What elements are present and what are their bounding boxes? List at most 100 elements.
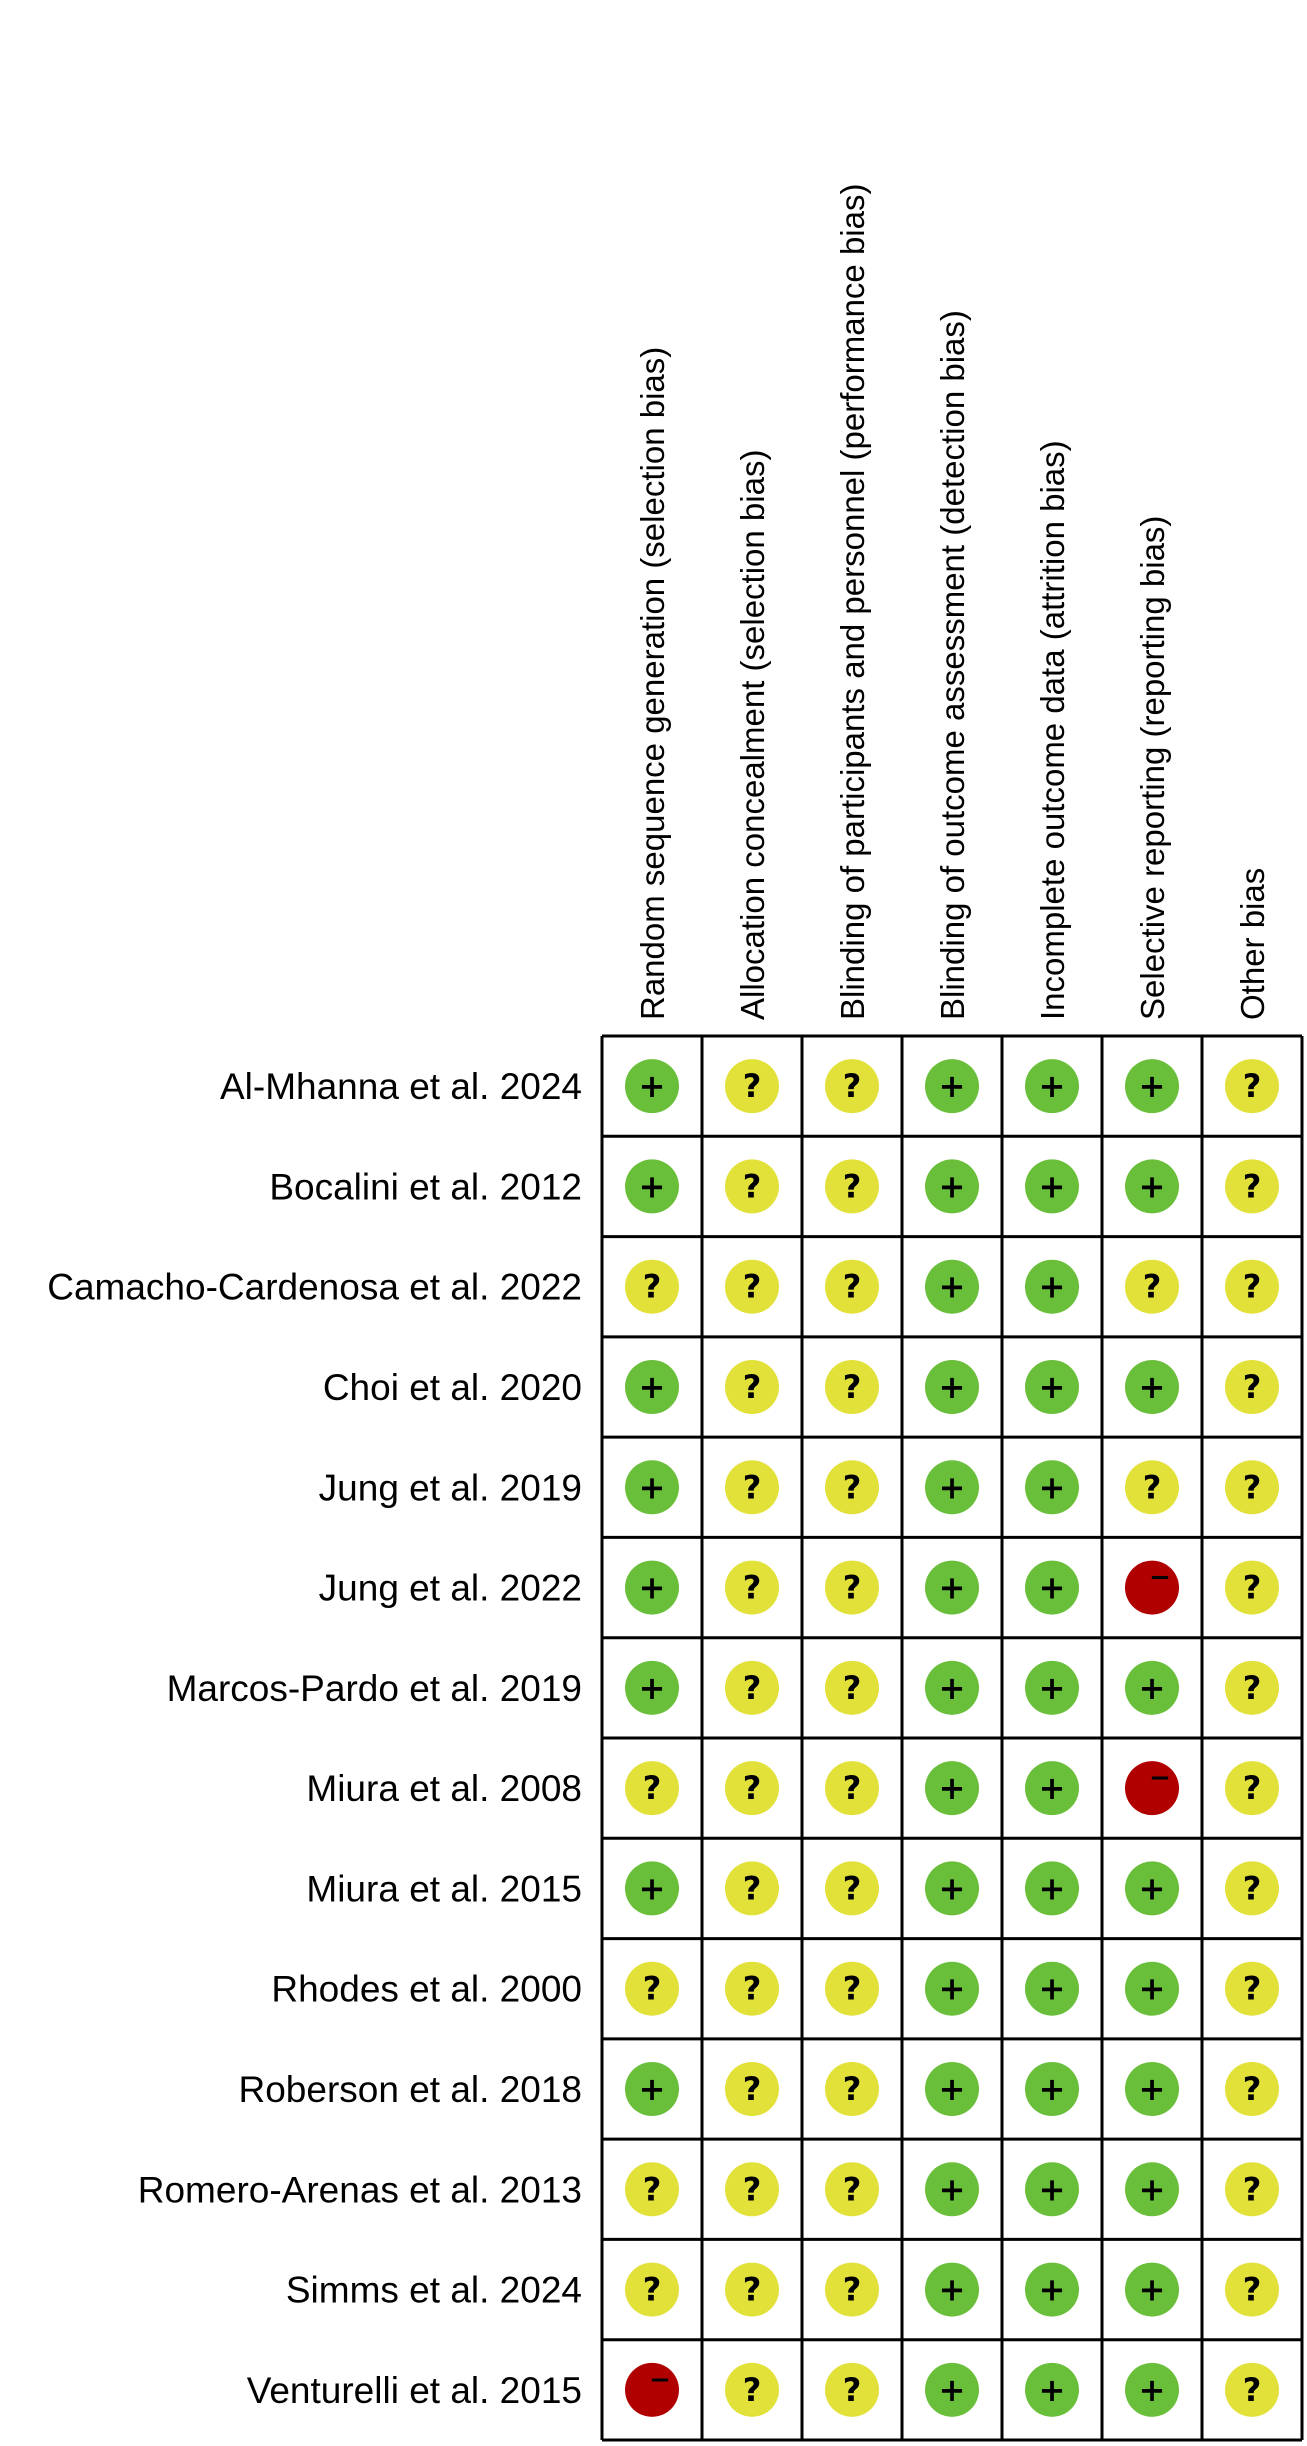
judgement-unclear-circle — [725, 2062, 779, 2116]
judgement-low-circle — [925, 1059, 979, 1114]
cell-simms-et-al-2024-col-2: ? — [725, 2262, 779, 2317]
judgement-low-circle — [925, 1961, 979, 2016]
cell-camacho-cardenosa-et-al-2022-col-5: + — [1025, 1259, 1079, 1314]
judgement-unclear-circle — [1225, 1159, 1279, 1214]
judgement-unclear-circle — [825, 1259, 879, 1314]
row-label-choi-et-al-2020: Choi et al. 2020 — [323, 1367, 582, 1408]
judgement-low-symbol: + — [1039, 1869, 1066, 1907]
cell-simms-et-al-2024-col-7: ? — [1225, 2262, 1279, 2317]
row-label-camacho-cardenosa-et-al-2022: Camacho-Cardenosa et al. 2022 — [47, 1267, 582, 1308]
row-label-jung-et-al-2022: Jung et al. 2022 — [319, 1568, 582, 1609]
cell-marcos-pardo-et-al-2019-col-4: + — [925, 1660, 979, 1715]
cell-jung-et-al-2019-col-2: ? — [725, 1460, 779, 1515]
cell-rhodes-et-al-2000-col-7: ? — [1225, 1961, 1279, 2016]
judgement-unclear-symbol: ? — [1243, 1869, 1262, 1907]
judgement-low-symbol: + — [1139, 1067, 1166, 1105]
judgement-unclear-circle — [1225, 1360, 1279, 1414]
judgement-low-circle — [1125, 1961, 1179, 2016]
cell-camacho-cardenosa-et-al-2022-col-3: ? — [825, 1259, 879, 1314]
cell-romero-arenas-et-al-2013-col-2: ? — [725, 2162, 779, 2217]
judgement-low-symbol: + — [639, 1669, 666, 1707]
judgement-unclear-circle — [1225, 2062, 1279, 2116]
judgement-unclear-symbol: ? — [843, 1067, 862, 1105]
judgement-high-symbol: − — [1149, 1563, 1171, 1593]
cell-venturelli-et-al-2015-col-4: + — [925, 2362, 979, 2417]
cell-romero-arenas-et-al-2013-col-7: ? — [1225, 2162, 1279, 2217]
judgement-unclear-circle — [825, 1159, 879, 1214]
judgement-low-circle — [625, 1360, 679, 1414]
cell-jung-et-al-2019-col-3: ? — [825, 1460, 879, 1515]
judgement-unclear-circle — [725, 1059, 779, 1114]
judgement-unclear-symbol: ? — [843, 1970, 862, 2008]
judgement-low-symbol: + — [939, 1167, 966, 1205]
judgement-low-symbol: + — [939, 2271, 966, 2309]
cell-al-mhanna-et-al-2024-col-4: + — [925, 1059, 979, 1114]
judgement-low-symbol: + — [939, 1368, 966, 1406]
judgement-low-symbol: + — [1039, 1167, 1066, 1205]
cell-romero-arenas-et-al-2013-col-4: + — [925, 2162, 979, 2217]
judgement-low-symbol: + — [1139, 1970, 1166, 2008]
judgement-unclear-circle — [825, 2362, 879, 2417]
judgement-unclear-symbol: ? — [743, 1569, 762, 1607]
judgement-low-circle — [925, 1259, 979, 1314]
cell-miura-et-al-2015-col-4: + — [925, 1861, 979, 1916]
column-label-4: Blinding of outcome assessment (detectio… — [934, 310, 971, 1020]
judgement-unclear-circle — [825, 1660, 879, 1715]
judgement-unclear-circle — [1125, 1259, 1179, 1314]
judgement-unclear-symbol: ? — [743, 1468, 762, 1506]
judgement-unclear-symbol: ? — [1243, 1368, 1262, 1406]
cell-venturelli-et-al-2015-col-3: ? — [825, 2362, 879, 2417]
cell-choi-et-al-2020-col-3: ? — [825, 1360, 879, 1414]
judgement-unclear-circle — [1225, 2362, 1279, 2417]
judgement-low-circle — [625, 1560, 679, 1615]
judgement-unclear-symbol: ? — [1243, 1167, 1262, 1205]
cell-al-mhanna-et-al-2024-col-3: ? — [825, 1059, 879, 1114]
cell-rhodes-et-al-2000-col-5: + — [1025, 1961, 1079, 2016]
judgement-unclear-symbol: ? — [1243, 2170, 1262, 2208]
judgement-unclear-circle — [1225, 2162, 1279, 2217]
cell-simms-et-al-2024-col-1: ? — [625, 2262, 679, 2317]
judgement-unclear-symbol: ? — [843, 1468, 862, 1506]
judgement-low-symbol: + — [1039, 2170, 1066, 2208]
cell-simms-et-al-2024-col-4: + — [925, 2262, 979, 2317]
cell-miura-et-al-2008-col-5: + — [1025, 1761, 1079, 1816]
cell-rhodes-et-al-2000-col-2: ? — [725, 1961, 779, 2016]
judgement-low-circle — [1025, 1460, 1079, 1515]
judgement-unclear-circle — [725, 1761, 779, 1816]
cell-simms-et-al-2024-col-3: ? — [825, 2262, 879, 2317]
judgement-low-symbol: + — [639, 1869, 666, 1907]
judgement-unclear-circle — [725, 1560, 779, 1615]
judgement-low-circle — [1125, 2262, 1179, 2317]
cell-jung-et-al-2022-col-4: + — [925, 1560, 979, 1615]
judgement-low-symbol: + — [1039, 1368, 1066, 1406]
judgement-high-symbol: − — [649, 2365, 671, 2395]
judgement-unclear-symbol: ? — [743, 1268, 762, 1306]
cell-venturelli-et-al-2015-col-7: ? — [1225, 2362, 1279, 2417]
judgement-low-symbol: + — [1139, 1368, 1166, 1406]
grid — [600, 1034, 1304, 2442]
cell-choi-et-al-2020-col-1: + — [625, 1360, 679, 1414]
judgement-unclear-symbol: ? — [1243, 2371, 1262, 2409]
judgement-unclear-circle — [1225, 1961, 1279, 2016]
cell-rhodes-et-al-2000-col-3: ? — [825, 1961, 879, 2016]
judgement-unclear-circle — [725, 1460, 779, 1515]
cell-jung-et-al-2019-col-6: ? — [1125, 1460, 1179, 1515]
judgement-low-circle — [1125, 1159, 1179, 1214]
cell-choi-et-al-2020-col-5: + — [1025, 1360, 1079, 1414]
cell-romero-arenas-et-al-2013-col-5: + — [1025, 2162, 1079, 2217]
judgement-unclear-circle — [1225, 1660, 1279, 1715]
judgement-low-circle — [925, 1560, 979, 1615]
judgement-unclear-symbol: ? — [843, 1569, 862, 1607]
judgement-high-circle — [1125, 1560, 1179, 1615]
judgement-low-symbol: + — [639, 1067, 666, 1105]
cell-marcos-pardo-et-al-2019-col-7: ? — [1225, 1660, 1279, 1715]
row-label-roberson-et-al-2018: Roberson et al. 2018 — [238, 2069, 582, 2110]
judgement-unclear-circle — [1225, 1761, 1279, 1816]
judgement-unclear-symbol: ? — [1243, 1468, 1262, 1506]
column-label-3: Blinding of participants and personnel (… — [834, 184, 871, 1020]
judgement-unclear-symbol: ? — [643, 2271, 662, 2309]
judgement-low-symbol: + — [939, 1468, 966, 1506]
cell-roberson-et-al-2018-col-1: + — [625, 2062, 679, 2116]
row-label-simms-et-al-2024: Simms et al. 2024 — [286, 2270, 582, 2311]
cell-miura-et-al-2015-col-3: ? — [825, 1861, 879, 1916]
